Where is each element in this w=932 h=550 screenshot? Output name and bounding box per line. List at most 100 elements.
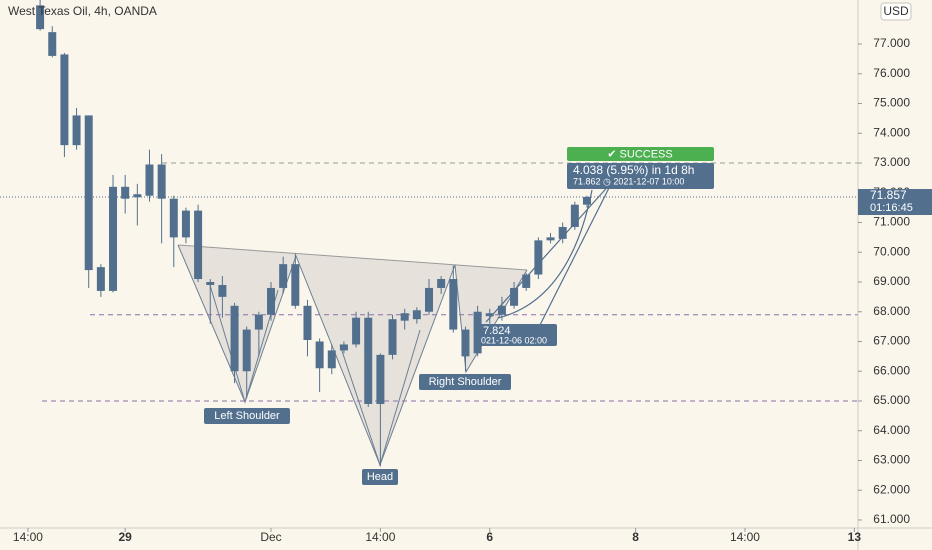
y-tick-label: 77.000: [873, 36, 910, 50]
last-price-label: 71.857: [870, 188, 907, 202]
candle-body: [497, 305, 506, 315]
gain-label: 4.038 (5.95%) in 1d 8h: [573, 163, 694, 177]
pattern-area: [178, 245, 527, 465]
y-tick-label: 63.000: [873, 453, 910, 467]
candle-body: [425, 287, 433, 312]
candle-body: [48, 32, 57, 56]
candle-body: [327, 350, 336, 369]
x-tick-label: 13: [848, 530, 862, 544]
label-box: [419, 374, 511, 390]
candle-body: [522, 274, 531, 288]
candle-body: [510, 287, 519, 306]
candle-body: [364, 317, 373, 404]
y-tick-label: 75.000: [873, 96, 910, 110]
candle-body: [388, 319, 397, 355]
y-tick-label: 67.000: [873, 334, 910, 348]
x-tick-label: 8: [632, 530, 639, 544]
x-tick-label: 14:00: [730, 530, 760, 544]
x-tick-label: 14:00: [365, 530, 395, 544]
candle-body: [582, 197, 591, 205]
candle-body: [72, 115, 81, 146]
y-tick-label: 70.000: [873, 244, 910, 258]
y-tick-label: 76.000: [873, 66, 910, 80]
candle-body: [242, 329, 251, 372]
candle-body: [400, 313, 409, 321]
entry-time: 021-12-06 02:00: [481, 335, 547, 345]
candle-body: [254, 314, 263, 330]
candle-body: [194, 210, 203, 280]
projection-curve: [497, 189, 593, 319]
x-tick-label: 6: [486, 530, 493, 544]
x-tick-label: 29: [118, 530, 132, 544]
annotations: Left Shoulder Head Right Shoulder ✔ SUCC…: [204, 147, 714, 485]
info-box: [567, 163, 714, 189]
x-tick-label: 14:00: [13, 530, 43, 544]
candle-body: [303, 305, 312, 341]
projection-line: [539, 181, 613, 326]
y-tick-label: 73.000: [873, 155, 910, 169]
y-tick-label: 66.000: [873, 363, 910, 377]
candle-body: [96, 267, 105, 291]
y-tick-label: 71.000: [873, 215, 910, 229]
entry-box: [479, 324, 557, 346]
candle-body: [218, 284, 227, 297]
candle-body: [36, 5, 45, 30]
label-box: [204, 408, 290, 424]
currency: USD: [883, 4, 909, 18]
candle-body: [169, 198, 178, 238]
label-box: [362, 469, 398, 485]
countdown: 01:16:45: [870, 202, 913, 214]
candle-body: [181, 210, 190, 238]
y-tick-label: 74.000: [873, 125, 910, 139]
y-tick-label: 69.000: [873, 274, 910, 288]
candle-body: [291, 264, 300, 306]
candle-body: [133, 194, 142, 198]
candle-body: [315, 341, 324, 369]
success-label: ✔ SUCCESS: [607, 148, 672, 160]
entry-price: 7.824: [483, 325, 511, 337]
candle-body: [279, 264, 288, 288]
y-tick-label: 65.000: [873, 393, 910, 407]
candle-body: [546, 237, 555, 241]
target-label: 71.862 ◷ 2021-12-07 10:00: [573, 176, 684, 186]
candle-body: [449, 279, 458, 330]
candle-body: [485, 313, 494, 317]
candle-body: [121, 186, 130, 199]
pattern-label: Head: [367, 471, 393, 483]
marks: [36, 0, 591, 467]
y-tick-label: 62.000: [873, 482, 910, 496]
candle-body: [461, 329, 470, 357]
candle-body: [267, 287, 276, 315]
candle-body: [339, 344, 348, 351]
y-tick-label: 64.000: [873, 423, 910, 437]
candle-body: [84, 115, 93, 271]
candle-body: [412, 310, 421, 320]
y-tick-label: 68.000: [873, 304, 910, 318]
candle-body: [558, 226, 567, 239]
candle-body: [157, 164, 166, 199]
chart-title: West Texas Oil, 4h, OANDA: [8, 4, 157, 18]
candle-body: [534, 240, 543, 275]
y-tick-label: 61.000: [873, 512, 910, 526]
candle-body: [145, 164, 154, 196]
candle-body: [437, 279, 446, 288]
projection-line: [485, 181, 613, 323]
candle-body: [570, 204, 579, 227]
candle-body: [473, 311, 482, 354]
axes: 61.000 62.000 63.000 64.000 65.000 66.000 67.0…: [13, 36, 932, 544]
pattern-label: Left Shoulder: [214, 410, 280, 422]
neckline: [177, 244, 528, 271]
pattern-line: [209, 284, 279, 404]
candle-body: [206, 281, 215, 285]
x-tick-label: Dec: [260, 530, 281, 544]
candle-body: [376, 354, 385, 404]
pattern-label: Right Shoulder: [429, 376, 502, 388]
candle-body: [60, 54, 69, 146]
candle-body: [230, 305, 239, 372]
currency-box: [880, 2, 912, 21]
last-price-box: [858, 189, 932, 216]
candle-body: [109, 186, 118, 291]
candle-body: [352, 317, 361, 345]
success-box: [567, 147, 714, 161]
